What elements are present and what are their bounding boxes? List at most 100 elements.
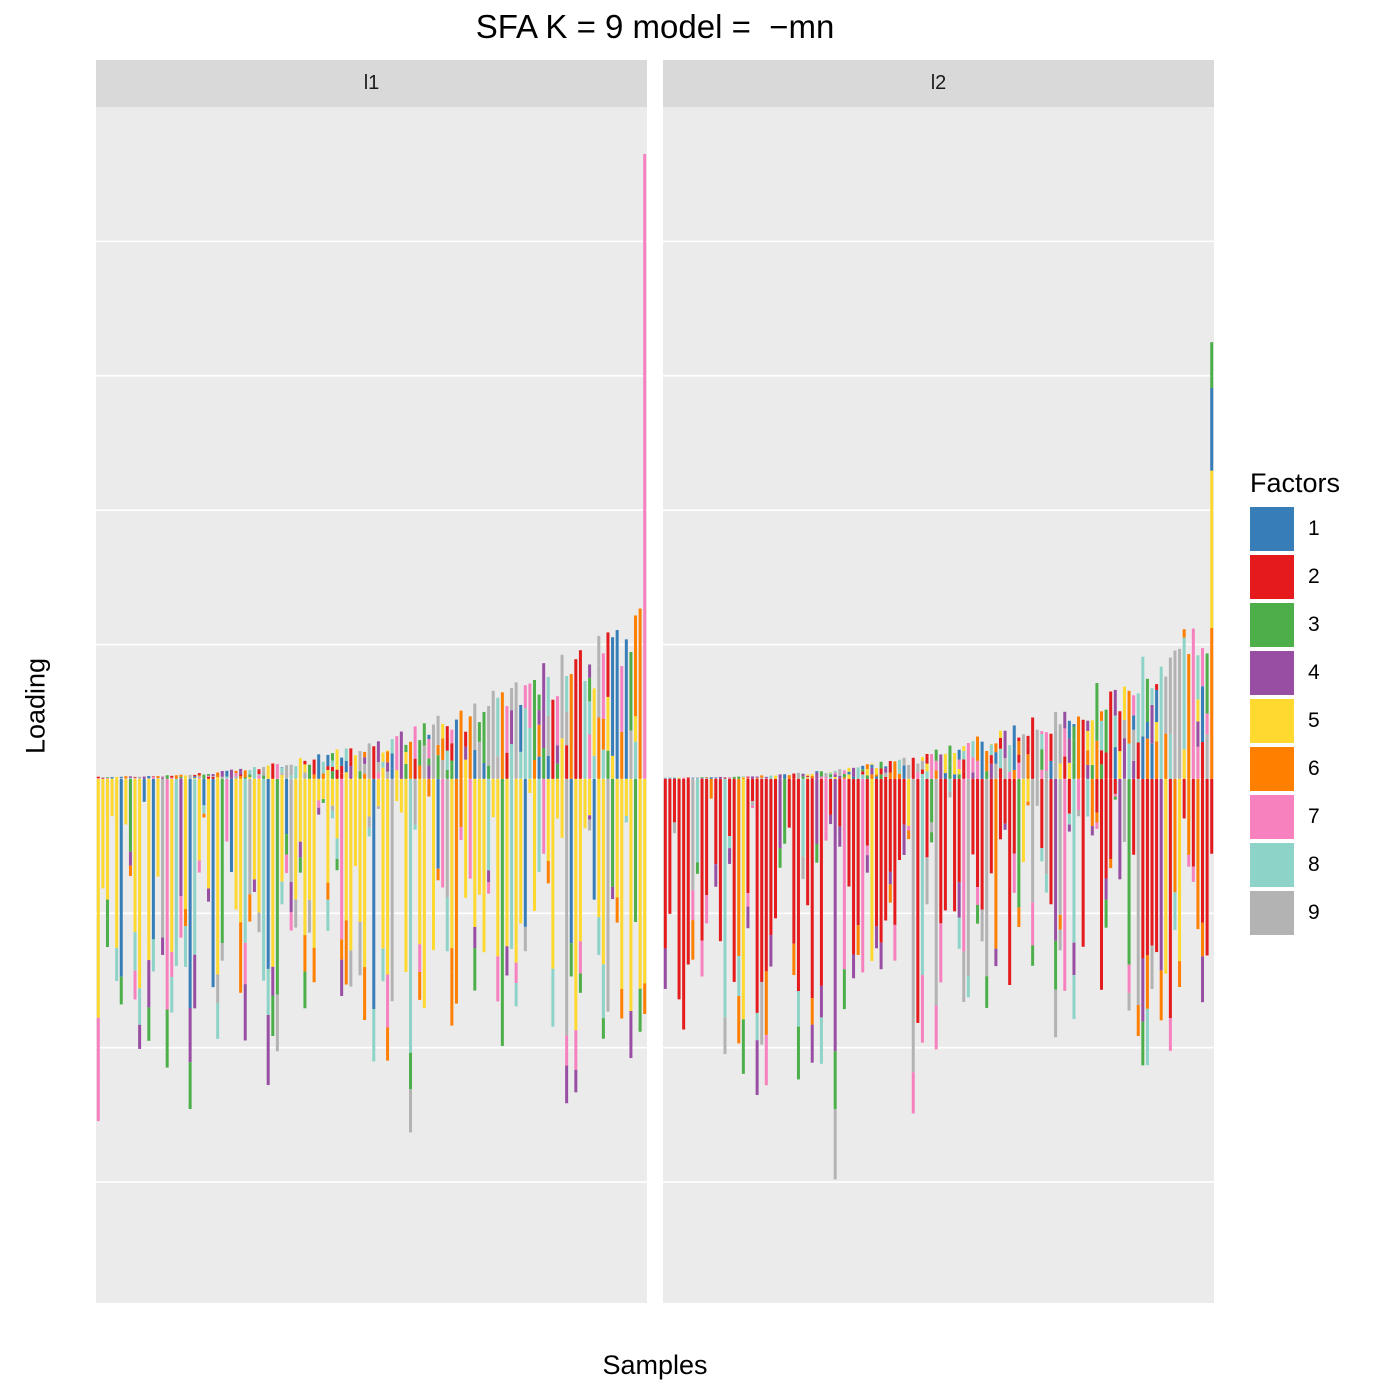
bar-segment-positive: [1063, 728, 1067, 757]
bar-segment-positive: [1118, 711, 1122, 752]
bar-segment-positive: [555, 763, 559, 779]
bar-segment-positive: [934, 760, 938, 771]
bar-segment-positive: [801, 773, 805, 774]
bar-segment-positive: [257, 775, 261, 779]
bar-segment-negative: [810, 998, 814, 1025]
bar-segment-positive: [239, 776, 243, 779]
bar-segment-negative: [998, 778, 1002, 840]
bar-segment-negative: [897, 778, 901, 861]
bar-segment-negative: [1205, 778, 1209, 956]
bar-segment-negative: [624, 778, 628, 817]
bar-segment-negative: [514, 962, 518, 984]
bar-segment-negative: [298, 778, 302, 842]
bar-segment-negative: [1003, 823, 1007, 830]
bar-segment-negative: [156, 778, 160, 877]
bar-segment-positive: [1031, 717, 1035, 779]
bar-segment-positive: [211, 776, 215, 777]
bar-segment-positive: [1017, 762, 1021, 779]
bar-segment-positive: [925, 753, 929, 764]
bar-segment-positive: [436, 715, 440, 745]
bar-segment-negative: [737, 956, 741, 997]
bar-segment-positive: [418, 740, 422, 766]
bar-segment-positive: [611, 755, 615, 779]
bar-segment-negative: [672, 778, 676, 823]
bar-segment-positive: [1155, 741, 1159, 779]
bar-segment-negative: [888, 884, 892, 903]
bar-segment-negative: [705, 895, 709, 924]
legend-label: 8: [1308, 853, 1320, 876]
bar-segment-positive: [829, 776, 833, 779]
bar-segment-positive: [998, 737, 1002, 749]
bar-segment-positive: [344, 760, 348, 773]
bar-segment-negative: [367, 827, 371, 837]
bar-segment-negative: [1072, 975, 1076, 1020]
bar-segment-negative: [1031, 778, 1035, 903]
bar-segment-positive: [170, 777, 174, 779]
bar-segment-positive: [271, 763, 275, 779]
bar-segment-positive: [1118, 751, 1122, 779]
bar-segment-positive: [769, 775, 773, 779]
bar-segment-negative: [764, 778, 768, 972]
legend-key-swatch: [1250, 891, 1294, 935]
bar-segment-positive: [422, 745, 426, 770]
bar-segment-positive: [884, 766, 888, 769]
bar-segment-negative: [1044, 874, 1048, 893]
bar-segment-positive: [280, 772, 284, 775]
bar-segment-positive: [966, 743, 970, 779]
bar-segment-negative: [1159, 778, 1163, 971]
bar-segment-positive: [459, 710, 463, 779]
bar-segment-positive: [257, 770, 261, 775]
bar-segment-positive: [239, 772, 243, 775]
bar-segment-negative: [925, 881, 929, 905]
bar-segment-negative: [358, 921, 362, 953]
bar-segment-negative: [601, 964, 605, 1019]
bar-segment-negative: [574, 778, 578, 1031]
bar-segment-negative: [248, 778, 252, 895]
bar-segment-positive: [1127, 690, 1131, 744]
bar-segment-negative: [344, 920, 348, 943]
bar-segment-negative: [409, 1089, 413, 1133]
bar-segment-negative: [1113, 778, 1117, 794]
bar-segment-negative: [601, 778, 605, 965]
bar-segment-negative: [1017, 879, 1021, 908]
bar-segment-positive: [340, 765, 344, 774]
bar-segment-positive: [902, 757, 906, 766]
bar-segment-positive: [629, 651, 633, 731]
bar-segment-negative: [1017, 907, 1021, 928]
bar-segment-positive: [280, 774, 284, 779]
bar-segment-negative: [824, 778, 828, 832]
facet-strip-l2: l2: [663, 60, 1214, 107]
bar-segment-positive: [1173, 650, 1177, 779]
bar-segment-negative: [298, 841, 302, 858]
bar-segment-negative: [170, 778, 174, 952]
bar-segment-positive: [934, 770, 938, 779]
bar-segment-negative: [409, 1052, 413, 1090]
bar-segment-positive: [888, 772, 892, 779]
bar-segment-positive: [751, 776, 755, 779]
bar-segment-negative: [1104, 778, 1108, 879]
bar-segment-negative: [865, 845, 869, 856]
bar-segment-positive: [971, 741, 975, 758]
bar-segment-negative: [128, 865, 132, 877]
bar-segment-negative: [487, 882, 491, 894]
bar-segment-positive: [865, 768, 869, 776]
bar-segment-negative: [829, 814, 833, 825]
bar-segment-negative: [695, 862, 699, 874]
bar-segment-negative: [220, 942, 224, 961]
bar-segment-positive: [537, 724, 541, 757]
bar-segment-negative: [234, 778, 238, 910]
bar-segment-positive: [1150, 704, 1154, 744]
bar-segment-positive: [842, 774, 846, 778]
bar-segment-negative: [523, 926, 527, 952]
bar-segment-positive: [806, 777, 810, 779]
bar-segment-negative: [473, 948, 477, 991]
bar-segment-positive: [1159, 666, 1163, 779]
bar-segment-positive: [875, 776, 879, 779]
bar-segment-negative: [597, 934, 601, 955]
bar-segment-positive: [879, 768, 883, 775]
bar-segment-negative: [280, 881, 284, 905]
bar-segment-negative: [395, 778, 399, 802]
bar-segment-positive: [184, 775, 188, 778]
bar-segment-positive: [920, 773, 924, 779]
bar-segment-positive: [1026, 735, 1030, 745]
